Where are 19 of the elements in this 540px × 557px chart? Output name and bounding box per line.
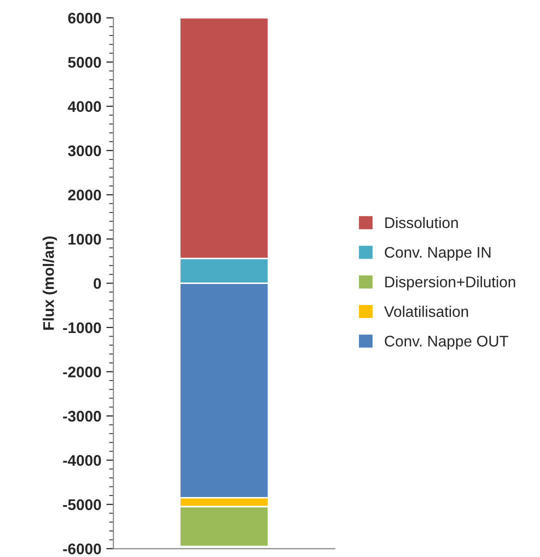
legend-label: Conv. Nappe IN <box>384 246 490 261</box>
legend-label: Volatilisation <box>384 306 468 317</box>
y-tick-label: 3000 <box>68 145 101 156</box>
y-tick-label: -3000 <box>63 410 101 422</box>
y-tick-label: 4000 <box>68 101 101 112</box>
y-tick-label: 0 <box>94 278 101 289</box>
y-tick-label: -5000 <box>63 499 101 510</box>
y-tick-label: 2000 <box>68 190 101 200</box>
y-tick-label: 1000 <box>68 234 101 245</box>
y-tick-label: -4000 <box>63 455 101 466</box>
y-tick-label: -2000 <box>63 366 101 378</box>
y-axis-title: Flux (mol/an) <box>42 236 57 330</box>
legend-label: Dispersion+Dilution <box>385 276 516 290</box>
legend-label: Dissolution <box>385 216 458 228</box>
y-tick-label: -6000 <box>63 544 101 554</box>
y-tick-label: -1000 <box>63 322 101 334</box>
y-tick-label: 6000 <box>68 12 101 24</box>
legend-label: Conv. Nappe OUT <box>384 336 508 350</box>
y-tick-label: 5000 <box>68 56 101 68</box>
